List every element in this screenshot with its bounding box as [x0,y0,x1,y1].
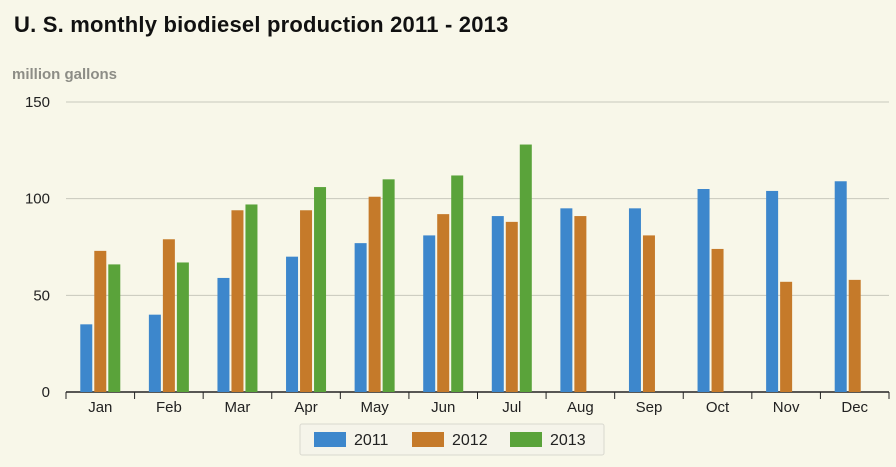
x-tick-label: Sep [636,399,663,416]
bar-2013-may [382,179,395,392]
bar-2013-jun [451,175,464,392]
bar-2013-mar [245,204,258,392]
y-axis-unit-label: million gallons [12,66,118,83]
bar-2011-sep [628,208,641,392]
x-tick-label: Jan [88,399,112,416]
bar-2013-feb [176,262,189,392]
bar-2012-sep [642,235,655,392]
bar-2012-feb [162,239,175,392]
bar-2011-jul [491,216,504,392]
bar-2012-dec [848,279,861,392]
bar-2012-aug [574,216,587,392]
bar-2012-mar [231,210,244,392]
legend-label-2011: 2011 [354,432,389,449]
bar-2011-apr [286,256,299,392]
y-tick-label: 0 [42,384,50,401]
bar-2013-apr [314,187,327,392]
bar-2012-jun [437,214,450,392]
legend-label-2013: 2013 [550,432,586,449]
legend-box [299,423,605,456]
bar-2012-oct [711,248,724,392]
x-tick-label: Jul [502,399,521,416]
chart-title: U. S. monthly biodiesel production 2011 … [14,12,509,37]
x-tick-label: Nov [773,399,800,416]
bar-2011-feb [148,314,161,392]
bar-2011-nov [766,190,779,392]
x-tick-label: Jun [431,399,455,416]
x-tick-label: Feb [156,399,182,416]
x-tick-label: Oct [706,399,730,416]
bar-2013-jul [519,144,532,392]
x-tick-label: May [360,399,389,416]
bar-2011-jun [423,235,436,392]
legend-label-2012: 2012 [452,432,488,449]
y-tick-label: 100 [25,191,50,208]
x-tick-label: Aug [567,399,594,416]
bar-2011-oct [697,189,710,392]
x-tick-label: Mar [225,399,251,416]
bar-2012-apr [300,210,313,392]
bar-2011-mar [217,277,230,392]
y-tick-label: 50 [33,287,50,304]
legend-swatch-2013 [510,432,542,447]
bar-2012-jan [94,250,107,392]
x-tick-label: Dec [841,399,868,416]
bar-2012-jul [505,221,518,392]
bar-2011-may [354,243,367,392]
y-tick-label: 150 [25,94,50,111]
bar-2012-may [368,196,381,392]
bar-2011-aug [560,208,573,392]
x-tick-label: Apr [294,399,317,416]
bar-2011-dec [834,181,847,392]
bar-2011-jan [80,324,93,392]
legend-swatch-2012 [412,432,444,447]
legend-swatch-2011 [314,432,346,447]
bar-2012-nov [780,281,793,392]
bar-2013-jan [108,264,121,392]
